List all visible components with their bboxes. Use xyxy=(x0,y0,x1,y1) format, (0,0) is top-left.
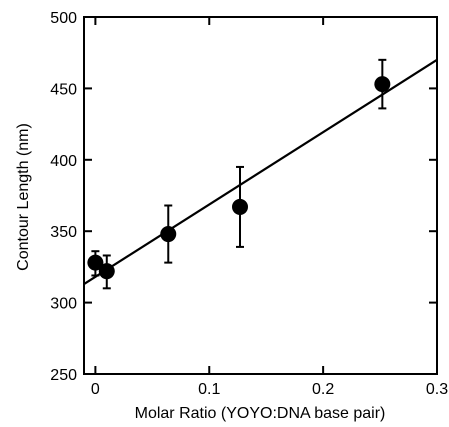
x-tick-label: 0.3 xyxy=(426,381,448,398)
data-point xyxy=(87,254,104,271)
data-point xyxy=(374,76,391,93)
y-tick-label: 350 xyxy=(50,224,77,241)
x-axis-label: Molar Ratio (YOYO:DNA base pair) xyxy=(135,405,386,422)
plot-frame xyxy=(83,16,438,375)
y-tick-label: 400 xyxy=(50,153,77,170)
y-tick-label: 300 xyxy=(50,296,77,313)
data-points xyxy=(87,58,391,290)
x-axis-ticks: 0 0.1 0.2 0.3 xyxy=(91,17,448,398)
data-point xyxy=(98,263,115,280)
y-tick-label: 250 xyxy=(50,367,77,384)
fit-line xyxy=(83,58,438,285)
y-axis-ticks: 250 300 350 400 450 500 xyxy=(50,10,437,384)
data-point xyxy=(232,198,249,215)
x-tick-label: 0 xyxy=(91,381,100,398)
x-tick-label: 0.2 xyxy=(312,381,334,398)
y-tick-label: 500 xyxy=(50,10,77,27)
x-tick-label: 0.1 xyxy=(198,381,220,398)
y-tick-label: 450 xyxy=(50,81,77,98)
fit-line-group xyxy=(83,58,438,285)
plot-area xyxy=(83,16,438,375)
data-point xyxy=(160,226,177,243)
y-axis-label: Contour Length (nm) xyxy=(15,123,32,271)
